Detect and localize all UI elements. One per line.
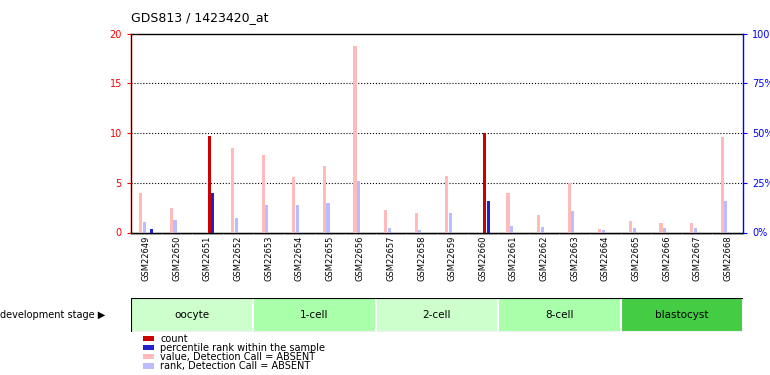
Text: GSM22663: GSM22663	[571, 236, 579, 281]
Bar	[387, 228, 391, 232]
Bar	[173, 220, 176, 232]
Bar	[629, 220, 632, 232]
Bar	[721, 137, 724, 232]
Bar	[139, 193, 142, 232]
Bar	[326, 202, 330, 232]
Text: GSM22658: GSM22658	[417, 236, 426, 281]
Text: oocyte: oocyte	[175, 310, 209, 320]
Text: count: count	[160, 334, 188, 344]
Bar	[449, 213, 452, 232]
Text: 2-cell: 2-cell	[423, 310, 451, 320]
Text: GSM22653: GSM22653	[264, 236, 273, 281]
Bar	[262, 155, 265, 232]
Text: GSM22659: GSM22659	[448, 236, 457, 281]
Bar	[292, 177, 295, 232]
Text: value, Detection Call = ABSENT: value, Detection Call = ABSENT	[160, 352, 316, 362]
Bar	[541, 226, 544, 232]
Bar	[483, 133, 487, 232]
Bar	[131, 298, 253, 332]
Text: GSM22665: GSM22665	[631, 236, 641, 281]
Bar	[231, 148, 234, 232]
Text: GSM22664: GSM22664	[601, 236, 610, 281]
Bar	[690, 223, 693, 232]
Text: GSM22652: GSM22652	[233, 236, 243, 281]
Bar	[143, 345, 154, 350]
Text: GSM22657: GSM22657	[387, 236, 396, 281]
Text: GSM22654: GSM22654	[295, 236, 303, 281]
Bar	[143, 363, 154, 369]
Text: GDS813 / 1423420_at: GDS813 / 1423420_at	[131, 11, 269, 24]
Text: development stage ▶: development stage ▶	[0, 310, 105, 320]
Bar	[663, 228, 666, 232]
Bar	[487, 201, 490, 232]
Bar	[212, 193, 215, 232]
Bar	[353, 46, 357, 232]
Text: percentile rank within the sample: percentile rank within the sample	[160, 343, 325, 353]
Bar	[296, 205, 299, 232]
Bar	[694, 228, 697, 232]
Bar	[143, 336, 154, 341]
Bar	[725, 201, 728, 232]
Bar	[507, 193, 510, 232]
Bar	[150, 228, 153, 232]
Text: GSM22655: GSM22655	[326, 236, 334, 281]
Bar	[208, 136, 211, 232]
Bar	[142, 222, 146, 232]
Bar	[602, 230, 605, 232]
Bar	[323, 166, 326, 232]
Bar	[621, 298, 743, 332]
Bar	[445, 176, 448, 232]
Text: rank, Detection Call = ABSENT: rank, Detection Call = ABSENT	[160, 361, 310, 371]
Bar	[418, 230, 421, 232]
Bar	[510, 225, 514, 232]
Text: GSM22668: GSM22668	[723, 236, 732, 281]
Bar	[414, 213, 417, 232]
Text: GSM22651: GSM22651	[203, 236, 212, 281]
Bar	[143, 354, 154, 360]
Bar	[598, 228, 601, 232]
Text: GSM22649: GSM22649	[142, 236, 151, 281]
Bar	[376, 298, 498, 332]
Text: GSM22662: GSM22662	[540, 236, 548, 281]
Bar	[169, 208, 172, 232]
Bar	[567, 183, 571, 232]
Bar	[537, 214, 540, 232]
Bar	[659, 223, 662, 232]
Text: GSM22667: GSM22667	[693, 236, 701, 281]
Bar	[498, 298, 621, 332]
Text: blastocyst: blastocyst	[655, 310, 708, 320]
Text: GSM22666: GSM22666	[662, 236, 671, 281]
Bar	[235, 217, 238, 232]
Text: GSM22656: GSM22656	[356, 236, 365, 281]
Text: 1-cell: 1-cell	[300, 310, 329, 320]
Text: GSM22660: GSM22660	[478, 236, 487, 281]
Bar	[571, 211, 574, 232]
Text: 8-cell: 8-cell	[545, 310, 574, 320]
Bar	[265, 205, 269, 232]
Bar	[357, 181, 360, 232]
Text: GSM22650: GSM22650	[172, 236, 181, 281]
Bar	[632, 228, 636, 232]
Bar	[384, 210, 387, 232]
Text: GSM22661: GSM22661	[509, 236, 518, 281]
Bar	[253, 298, 376, 332]
